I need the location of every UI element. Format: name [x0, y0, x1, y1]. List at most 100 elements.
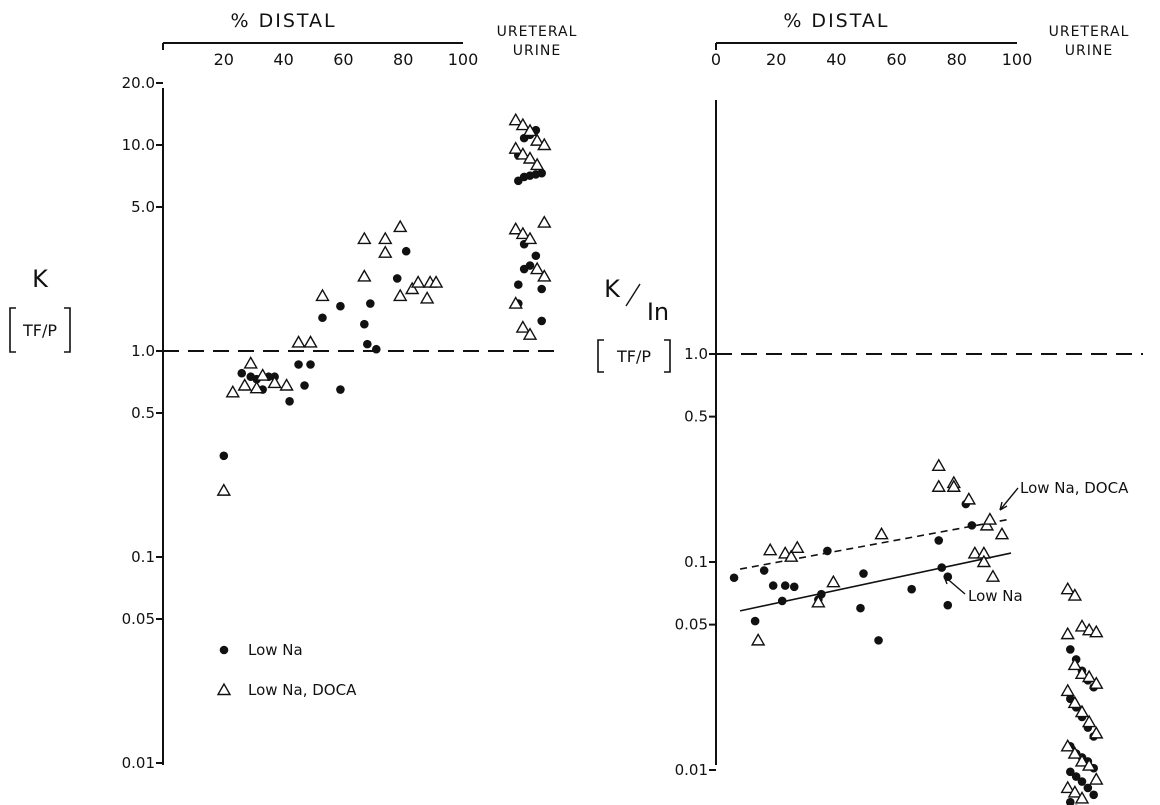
ureteral-point-triangle [1074, 666, 1090, 680]
data-point-triangle [750, 632, 766, 646]
y-tick-label: 20.0 [122, 74, 155, 92]
data-point-dot [300, 381, 309, 390]
x-tick-label: 40 [273, 50, 293, 69]
data-point-dot [934, 536, 944, 545]
ureteral-label-line2: URINE [1065, 43, 1113, 59]
legend-marker-dot [219, 645, 229, 655]
y-axis-label-slash [625, 283, 641, 307]
ureteral-label-line1: URETERAL [1049, 24, 1130, 40]
data-point-triangle [874, 526, 889, 540]
ureteral-point-triangle [515, 320, 531, 333]
ureteral-point-triangle [1074, 704, 1090, 718]
data-point-triangle [249, 380, 264, 394]
y-tick-label: 0.1 [131, 548, 155, 566]
ureteral-point-triangle [1060, 738, 1075, 752]
data-point-triangle [784, 549, 799, 562]
data-point-dot [336, 385, 345, 394]
ureteral-point-triangle [508, 141, 523, 154]
data-point-triangle [315, 288, 330, 302]
ureteral-point-triangle [1067, 785, 1083, 798]
data-point-triangle [826, 574, 841, 588]
data-point-triangle [790, 540, 805, 554]
ureteral-point-dot [531, 251, 541, 261]
annotation-arrow-low-na [943, 575, 966, 595]
data-point-triangle [393, 219, 408, 233]
x-tick-label: 100 [448, 50, 479, 69]
ureteral-point-triangle [1060, 683, 1075, 697]
y-axis-label-k: K [604, 275, 621, 303]
y-tick-label: 0.5 [131, 404, 155, 422]
ureteral-point-triangle [1089, 772, 1104, 785]
x-tick-label: 80 [393, 50, 413, 69]
data-point-dot [237, 368, 247, 378]
data-point-triangle [393, 288, 408, 302]
ureteral-point-triangle [522, 123, 538, 137]
x-tick-label: 20 [214, 50, 234, 69]
annotation-arrow-doca [999, 487, 1019, 511]
ureteral-point-dot [1071, 772, 1081, 781]
data-point-triangle [931, 458, 946, 472]
data-point-dot [219, 451, 229, 461]
ureteral-point-triangle [529, 157, 545, 171]
data-point-triangle [410, 275, 426, 288]
data-point-triangle [946, 479, 961, 492]
legend-marker-triangle [216, 682, 232, 696]
data-point-dot [336, 301, 345, 311]
ureteral-point-dot [514, 280, 523, 289]
x-tick-label: 60 [886, 50, 906, 69]
y-tick-label: 0.05 [122, 610, 155, 628]
data-point-dot [759, 566, 769, 575]
data-point-dot [392, 274, 402, 283]
annotation-arrowhead-low-na [943, 575, 953, 585]
data-point-triangle [357, 269, 372, 282]
data-point-dot [294, 360, 303, 369]
ureteral-point-triangle [1060, 780, 1075, 794]
data-point-dot [777, 596, 787, 606]
ureteral-point-triangle [1081, 714, 1097, 728]
y-label-bracket-right [64, 307, 71, 353]
ureteral-point-triangle [537, 269, 552, 282]
data-point-triangle [216, 483, 232, 496]
data-point-dot [729, 573, 739, 583]
x-tick-label: 20 [766, 50, 786, 69]
y-tick-label: 0.5 [684, 408, 708, 426]
ureteral-point-triangle [1067, 695, 1083, 709]
panel-k-in-tfp: 1.0 0.5 0.1 0.05 0.01 0 20 40 60 80 100 % DISTAL URE… [597, 10, 1143, 805]
data-point-triangle [985, 569, 1001, 582]
ureteral-point-triangle [537, 215, 552, 228]
data-point-dot [366, 299, 375, 308]
data-point-dot [285, 396, 294, 406]
data-point-dot [363, 339, 372, 349]
ureteral-point-dot [1089, 790, 1098, 800]
ureteral-point-triangle [529, 133, 545, 146]
ureteral-point-triangle [515, 147, 531, 160]
data-point-dot [967, 521, 977, 530]
ureteral-point-triangle [522, 327, 538, 340]
data-point-dot [874, 636, 883, 645]
data-point-dot [318, 313, 327, 323]
ureteral-point-triangle [1060, 581, 1075, 595]
ureteral-point-dot [525, 261, 535, 270]
ureteral-point-triangle [1074, 619, 1090, 632]
data-point-dot [817, 589, 826, 599]
y-tick-label: 1.0 [684, 345, 708, 363]
panel-k-tfp: 20.0 10.0 5.0 1.0 0.5 0.1 0.05 0.01 20 40 60 80 100%… [9, 10, 578, 772]
data-point-triangle [237, 378, 252, 391]
ureteral-point-triangle [522, 231, 538, 245]
ureteral-point-triangle [1074, 753, 1090, 767]
data-point-triangle [357, 231, 372, 245]
ureteral-point-triangle [1067, 746, 1083, 759]
ureteral-point-triangle [1074, 791, 1090, 804]
ureteral-point-triangle [1081, 669, 1097, 683]
ureteral-point-dot [537, 284, 546, 294]
x-tick-label: 100 [1002, 50, 1033, 69]
data-point-dot [823, 546, 832, 556]
data-point-triangle [931, 479, 946, 492]
data-point-dot [789, 582, 799, 592]
ureteral-point-triangle [522, 151, 538, 164]
ureteral-point-dot [1077, 777, 1087, 786]
ureteral-point-triangle [1067, 657, 1083, 671]
ureteral-point-triangle [508, 296, 523, 309]
ureteral-label-line1: URETERAL [497, 24, 578, 40]
data-point-dot [401, 246, 411, 256]
